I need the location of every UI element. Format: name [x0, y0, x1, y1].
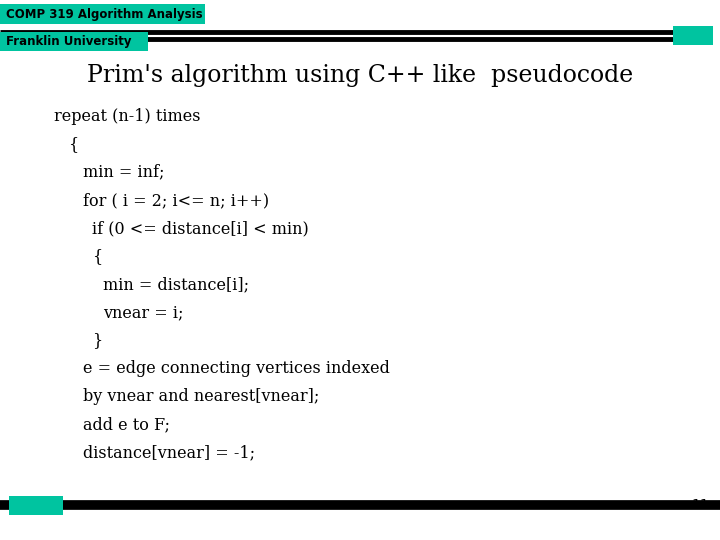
Text: 11: 11 [691, 498, 709, 512]
Text: min = distance[i];: min = distance[i]; [103, 276, 249, 293]
FancyArrowPatch shape [681, 30, 714, 42]
Text: {: { [68, 136, 78, 153]
Text: Prim's algorithm using C++ like  pseudocode: Prim's algorithm using C++ like pseudoco… [87, 64, 633, 87]
Text: }: } [92, 332, 102, 349]
FancyBboxPatch shape [9, 496, 63, 515]
Text: add e to F;: add e to F; [83, 416, 170, 434]
Text: COMP 319 Algorithm Analysis: COMP 319 Algorithm Analysis [6, 8, 202, 21]
Text: {: { [92, 248, 102, 265]
Text: distance[vnear] = -1;: distance[vnear] = -1; [83, 444, 255, 462]
Text: vnear = i;: vnear = i; [103, 304, 184, 321]
Text: min = inf;: min = inf; [83, 164, 164, 181]
Text: if (0 <= distance[i] < min): if (0 <= distance[i] < min) [92, 220, 309, 237]
Text: by vnear and nearest[vnear];: by vnear and nearest[vnear]; [83, 388, 319, 406]
Text: repeat (n-1) times: repeat (n-1) times [54, 107, 200, 125]
FancyBboxPatch shape [0, 32, 148, 51]
FancyBboxPatch shape [0, 4, 205, 24]
Text: Franklin University: Franklin University [6, 35, 131, 48]
Text: e = edge connecting vertices indexed: e = edge connecting vertices indexed [83, 360, 390, 377]
FancyArrowPatch shape [6, 500, 17, 511]
FancyBboxPatch shape [673, 26, 713, 45]
Text: for ( i = 2; i<= n; i++): for ( i = 2; i<= n; i++) [83, 192, 269, 209]
